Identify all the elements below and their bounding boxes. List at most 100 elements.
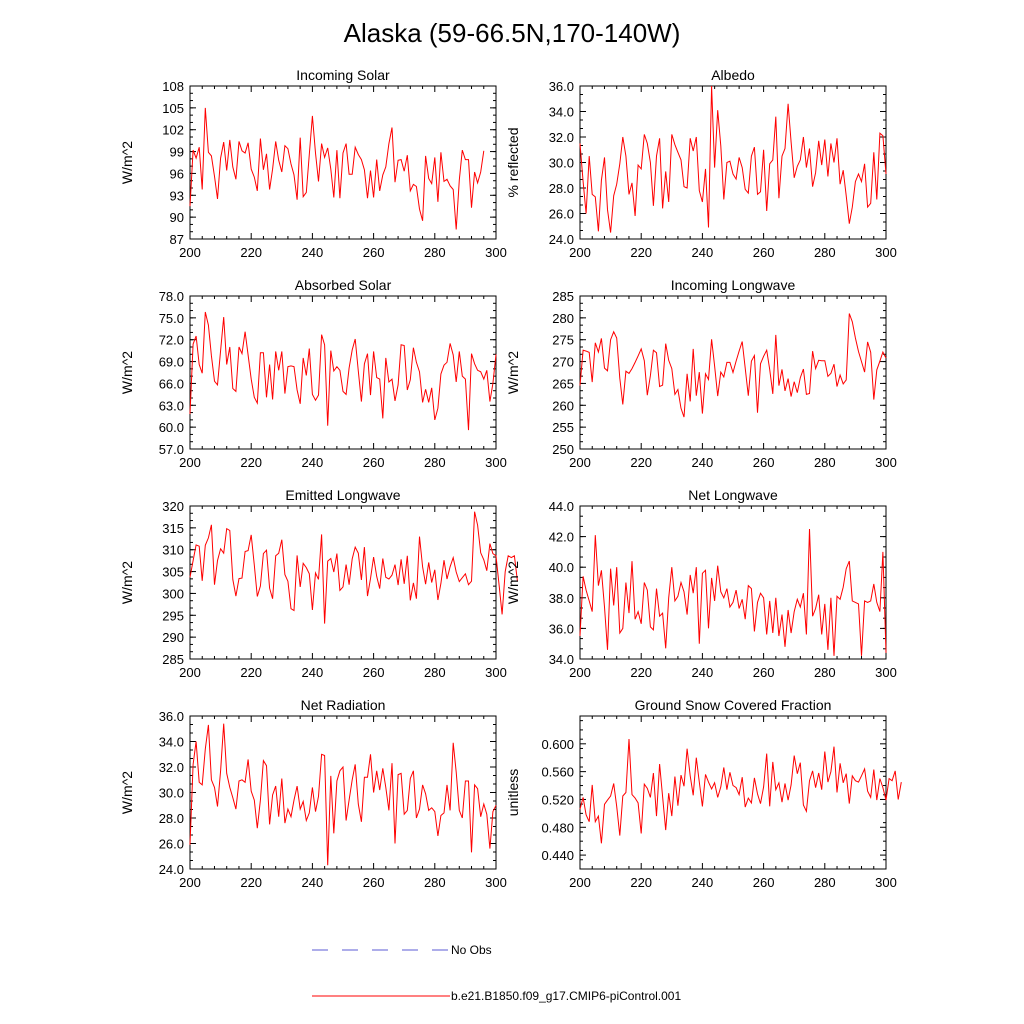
net-longwave-title: Net Longwave	[688, 487, 778, 503]
incoming-longwave-ytick-label: 250	[552, 442, 574, 457]
net-longwave-xtick-label: 220	[630, 665, 652, 680]
net-longwave-ytick-label: 38.0	[549, 591, 574, 606]
incoming-longwave-ytick-label: 260	[552, 398, 574, 413]
albedo-ytick-label: 30.0	[549, 156, 574, 171]
incoming-solar-ytick-label: 87	[170, 232, 184, 247]
figure-title: Alaska (59-66.5N,170-140W)	[344, 18, 681, 48]
net-radiation-ytick-label: 24.0	[159, 862, 184, 877]
net-radiation-frame	[189, 715, 497, 870]
albedo-title: Albedo	[711, 67, 755, 83]
net-radiation-series-line	[189, 723, 497, 866]
incoming-solar-xtick-label: 240	[302, 245, 324, 260]
ground-snow-covered-fraction-ytick-label: 0.600	[541, 737, 574, 752]
incoming-longwave-ytick-label: 255	[552, 420, 574, 435]
incoming-solar-ytick-label: 99	[170, 145, 184, 160]
ground-snow-covered-fraction-xtick-label: 220	[630, 875, 652, 890]
ground-snow-covered-fraction-title: Ground Snow Covered Fraction	[635, 697, 832, 713]
albedo-ytick-label: 24.0	[549, 232, 574, 247]
incoming-solar-xtick-label: 280	[424, 245, 446, 260]
net-longwave-xtick-label: 200	[569, 665, 591, 680]
net-radiation-ylabel: W/m^2	[119, 771, 135, 814]
panel-absorbed-solar: Absorbed Solar 200 220 240 260 280 300 57.0 60.0…	[119, 277, 507, 470]
panel-albedo: Albedo 200 220 240 260 280 300 24.0 26.0 28.0 30.0…	[505, 67, 897, 260]
absorbed-solar-ytick-label: 63.0	[159, 398, 184, 413]
incoming-longwave-xtick-label: 260	[753, 455, 775, 470]
panels: Incoming Solar 200 220 240 260 280 300 87 90 93 96…	[119, 67, 902, 890]
ground-snow-covered-fraction-series-line	[579, 738, 902, 844]
net-longwave-xtick-label: 280	[814, 665, 836, 680]
net-longwave-ytick-label: 36.0	[549, 621, 574, 636]
ground-snow-covered-fraction-ytick-label: 0.480	[541, 820, 574, 835]
incoming-solar-ytick-label: 90	[170, 210, 184, 225]
net-radiation-ytick-label: 30.0	[159, 786, 184, 801]
net-longwave-xtick-label: 240	[692, 665, 714, 680]
absorbed-solar-frame	[189, 295, 497, 450]
net-longwave-series-line	[579, 528, 887, 656]
ground-snow-covered-fraction-xtick-label: 240	[692, 875, 714, 890]
albedo-ylabel: % reflected	[505, 127, 521, 197]
absorbed-solar-ytick-label: 69.0	[159, 355, 184, 370]
incoming-solar-ylabel: W/m^2	[119, 141, 135, 184]
legend: No Obs b.e21.B1850.f09_g17.CMIP6-piContr…	[312, 943, 681, 1003]
absorbed-solar-xtick-label: 280	[424, 455, 446, 470]
albedo-ytick-label: 36.0	[549, 79, 574, 94]
emitted-longwave-xtick-label: 300	[485, 665, 507, 680]
panel-emitted-longwave: Emitted Longwave 200 220 240 260 280 300 285 290…	[119, 487, 518, 680]
albedo-ytick-label: 26.0	[549, 207, 574, 222]
ground-snow-covered-fraction-ylabel: unitless	[505, 769, 521, 816]
absorbed-solar-xtick-label: 300	[485, 455, 507, 470]
albedo-xtick-label: 300	[875, 245, 897, 260]
albedo-xtick-label: 280	[814, 245, 836, 260]
ground-snow-covered-fraction-ytick-label: 0.520	[541, 792, 574, 807]
emitted-longwave-ytick-label: 285	[162, 652, 184, 667]
incoming-longwave-ytick-label: 275	[552, 333, 574, 348]
net-radiation-xtick-label: 220	[240, 875, 262, 890]
emitted-longwave-xtick-label: 260	[363, 665, 385, 680]
incoming-solar-xtick-label: 300	[485, 245, 507, 260]
emitted-longwave-xtick-label: 240	[302, 665, 324, 680]
albedo-xtick-label: 200	[569, 245, 591, 260]
incoming-longwave-ylabel: W/m^2	[505, 351, 521, 394]
ground-snow-covered-fraction-xtick-label: 200	[569, 875, 591, 890]
emitted-longwave-ytick-label: 290	[162, 630, 184, 645]
panel-incoming-longwave: Incoming Longwave 200 220 240 260 280 300 250 25…	[505, 277, 897, 470]
incoming-solar-ytick-label: 105	[162, 101, 184, 116]
net-radiation-ytick-label: 26.0	[159, 837, 184, 852]
net-longwave-ytick-label: 44.0	[549, 499, 574, 514]
absorbed-solar-xtick-label: 260	[363, 455, 385, 470]
absorbed-solar-ytick-label: 66.0	[159, 376, 184, 391]
incoming-longwave-xtick-label: 300	[875, 455, 897, 470]
incoming-longwave-ytick-label: 280	[552, 311, 574, 326]
emitted-longwave-series-line	[189, 511, 518, 624]
incoming-solar-title: Incoming Solar	[296, 67, 390, 83]
ground-snow-covered-fraction-xtick-label: 260	[753, 875, 775, 890]
absorbed-solar-ytick-label: 60.0	[159, 420, 184, 435]
incoming-longwave-frame	[579, 295, 887, 450]
incoming-solar-ytick-label: 108	[162, 79, 184, 94]
incoming-solar-series-line	[189, 107, 485, 230]
incoming-solar-xtick-label: 200	[179, 245, 201, 260]
incoming-solar-ytick-label: 96	[170, 166, 184, 181]
albedo-series-line	[579, 85, 887, 233]
incoming-longwave-xtick-label: 220	[630, 455, 652, 470]
absorbed-solar-xtick-label: 240	[302, 455, 324, 470]
net-radiation-ytick-label: 32.0	[159, 760, 184, 775]
net-longwave-xtick-label: 260	[753, 665, 775, 680]
emitted-longwave-ytick-label: 315	[162, 521, 184, 536]
net-radiation-xtick-label: 240	[302, 875, 324, 890]
emitted-longwave-ytick-label: 310	[162, 543, 184, 558]
incoming-solar-xtick-label: 260	[363, 245, 385, 260]
absorbed-solar-ytick-label: 72.0	[159, 333, 184, 348]
absorbed-solar-xtick-label: 220	[240, 455, 262, 470]
net-radiation-title: Net Radiation	[301, 697, 386, 713]
ground-snow-covered-fraction-xtick-label: 280	[814, 875, 836, 890]
legend-model-label: b.e21.B1850.f09_g17.CMIP6-piControl.001	[451, 989, 681, 1003]
emitted-longwave-xtick-label: 280	[424, 665, 446, 680]
panel-incoming-solar: Incoming Solar 200 220 240 260 280 300 87 90 93 96…	[119, 67, 507, 260]
panel-ground-snow-covered-fraction: Ground Snow Covered Fraction 200 220 240 260…	[505, 697, 902, 890]
panel-net-radiation: Net Radiation 200 220 240 260 280 300 24.0 26.0 2…	[119, 697, 507, 890]
incoming-longwave-xtick-label: 200	[569, 455, 591, 470]
net-longwave-frame	[579, 505, 887, 660]
net-longwave-xtick-label: 300	[875, 665, 897, 680]
